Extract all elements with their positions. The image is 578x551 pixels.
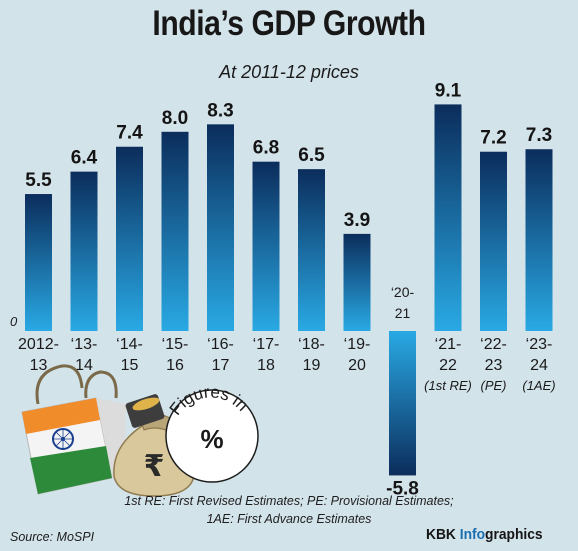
tick-label-‘16-17-0: ‘16-: [207, 336, 234, 353]
footnote-line-2: 1AE: First Advance Estimates: [206, 512, 372, 526]
tick-label-‘19-20-1: 20: [348, 357, 366, 374]
bar-‘19-20: [343, 233, 371, 331]
tick-label-‘15-16-0: ‘15-: [162, 336, 189, 353]
tick-label-‘17-18-1: 18: [257, 357, 275, 374]
tick-label-‘22-23-2: (PE): [481, 378, 507, 393]
indian-flag-icon: [22, 398, 112, 494]
chart-subtitle: At 2011-12 prices: [219, 62, 359, 82]
bar-‘15-16: [161, 131, 189, 331]
value-label-‘16-17: 8.3: [207, 100, 233, 121]
tick-label-‘21-22-0: ‘21-: [435, 336, 462, 353]
tick-label-‘20-21-1: 21: [395, 305, 411, 321]
tick-label-‘14-15-1: 15: [121, 357, 139, 374]
percent-symbol: %: [200, 424, 223, 454]
tick-label-‘16-17-1: 17: [212, 357, 230, 374]
credit-label: KBK Infographics: [426, 526, 543, 543]
tick-label-‘13-14-1: 14: [75, 357, 93, 374]
footnote-line-1: 1st RE: First Revised Estimates; PE: Pro…: [124, 494, 454, 508]
figures-in-percent-badge: Figures in %: [165, 382, 259, 483]
tick-label-‘19-20-0: ‘19-: [344, 336, 371, 353]
bar-‘23-24: [525, 149, 553, 331]
value-label-2012-13: 5.5: [25, 170, 52, 191]
tick-label-‘23-24-1: 24: [530, 357, 548, 374]
tick-label-‘14-15-0: ‘14-: [116, 336, 143, 353]
credit-part-1: KBK: [426, 526, 460, 543]
tick-label-‘21-22-2: (1st RE): [424, 378, 472, 393]
bar-‘22-23: [480, 151, 507, 331]
bar-‘18-19: [298, 169, 325, 331]
tick-label-‘23-24-0: ‘23-: [526, 336, 553, 353]
tick-label-2012-13-1: 13: [30, 357, 48, 374]
category-labels-group: 2012- 13 ‘13- 14 ‘14- 15 ‘15- 16 ‘16- 17 ‘17- 18 ‘18…: [18, 284, 556, 393]
bar-2012-13: [25, 194, 52, 331]
tick-label-‘15-16-1: 16: [166, 357, 184, 374]
tick-label-‘18-19-1: 19: [303, 357, 321, 374]
tick-label-‘22-23-0: ‘22-: [480, 336, 507, 353]
rupee-symbol: ₹: [144, 449, 165, 484]
value-label-‘21-22: 9.1: [435, 80, 462, 101]
value-label-‘22-23: 7.2: [480, 128, 506, 149]
bar-‘20-21: [389, 331, 416, 476]
value-label-‘14-15: 7.4: [116, 123, 143, 144]
credit-part-3: graphics: [485, 526, 543, 543]
bar-‘14-15: [116, 146, 143, 331]
coin-stack-icon: [125, 394, 165, 428]
zero-axis-label: 0: [10, 314, 18, 329]
bar-‘16-17: [207, 124, 234, 331]
tick-label-‘23-24-2: (1AE): [522, 378, 555, 393]
bar-‘13-14: [70, 171, 98, 331]
bar-‘17-18: [252, 161, 280, 331]
value-label-‘13-14: 6.4: [71, 148, 98, 169]
value-label-‘20-21: -5.8: [386, 478, 419, 499]
bars-group: [25, 104, 553, 476]
value-label-‘15-16: 8.0: [162, 108, 188, 129]
value-label-‘17-18: 6.8: [253, 138, 279, 159]
bar-‘21-22: [434, 104, 462, 331]
value-label-‘19-20: 3.9: [344, 210, 370, 231]
value-label-‘18-19: 6.5: [298, 145, 325, 166]
tick-label-‘18-19-0: ‘18-: [298, 336, 325, 353]
tick-label-‘21-22-1: 22: [439, 357, 457, 374]
credit-part-2: Info: [459, 526, 486, 543]
chart-title: India’s GDP Growth: [152, 4, 426, 43]
tick-label-‘17-18-0: ‘17-: [253, 336, 280, 353]
value-labels-group: 5.5 6.4 7.4 8.0 8.3 6.8 6.5 3.9 -5.8 9.1 7.2 7.3: [25, 80, 552, 499]
source-label: Source: MoSPI: [10, 530, 95, 544]
tick-label-‘22-23-1: 23: [485, 357, 503, 374]
tick-label-‘20-21-0: ‘20-: [391, 284, 415, 300]
tick-label-‘13-14-0: ‘13-: [71, 336, 98, 353]
value-label-‘23-24: 7.3: [526, 125, 552, 146]
tick-label-2012-13-0: 2012-: [18, 336, 59, 353]
